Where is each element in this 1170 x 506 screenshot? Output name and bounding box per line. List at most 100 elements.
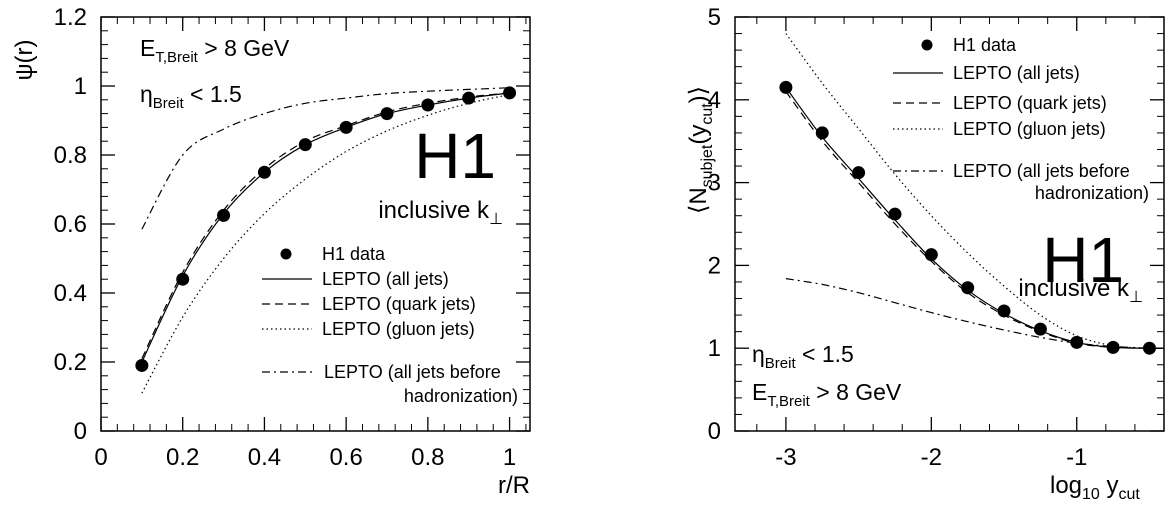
x-tick-label: 0.4 [248,444,281,471]
legend-marker-data [280,248,292,260]
legend-label-data: H1 data [322,244,386,264]
cut-eta-label: ηBreit < 1.5 [140,81,242,112]
y-tick-label: 0 [74,418,87,445]
cut-et-rest: > 8 GeV [810,379,902,405]
data-point [888,207,902,221]
y-label-sub: subjet [699,144,716,187]
legend: H1 data LEPTO (all jets) LEPTO (quark je… [893,35,1149,203]
cut-et-main: E [752,379,767,405]
x-tick-label: 0.6 [329,444,362,471]
data-point [339,120,353,134]
x-tick-label: 0.2 [166,444,199,471]
data-point [961,281,975,295]
data-point [997,304,1011,318]
data-point [176,272,190,286]
series-line-dashdot [141,87,510,230]
series-line-dashed [141,92,510,359]
legend-label-data: H1 data [953,35,1017,55]
x-axis-label: log10 ycut [1050,472,1140,503]
legend-label-gluon: LEPTO (gluon jets) [953,119,1106,139]
tick-group: -3 -2 -1 0 1 2 3 4 5 [708,4,1165,471]
curve-group [141,87,510,394]
x-label-sub2: cut [1119,486,1141,503]
x-tick-label: 0.8 [411,444,444,471]
cut-eta-main: η [140,81,153,107]
y-tick-label: 0.8 [54,142,87,169]
algorithm-main: inclusive k [378,197,490,224]
y-tick-label: 1.2 [54,4,87,31]
data-point [217,208,231,222]
legend-label-all: LEPTO (all jets) [322,269,449,289]
data-point [1033,322,1047,336]
data-point [462,91,476,105]
x-tick-label: -3 [775,444,796,471]
data-point [135,358,149,372]
experiment-label: H1 [414,120,496,192]
y-tick-label: 5 [708,4,721,31]
experiment-label: H1 [1042,224,1124,296]
x-tick-label: 0 [94,444,107,471]
y-tick-label: 0.4 [54,280,87,307]
y-axis-label: ⟨Nsubjet(ycut)⟩ [685,86,716,214]
legend-label-before-2: hadronization) [1035,183,1149,203]
data-point [298,138,312,152]
cut-et-sub: T,Breit [155,49,198,66]
cut-et-sub: T,Breit [767,393,810,410]
y-tick-label: 4 [708,87,721,114]
data-point [1142,341,1156,355]
x-tick-label: 1 [503,444,516,471]
data-point [380,107,394,121]
data-point [503,86,517,100]
data-point [1070,335,1084,349]
y-label-main: ⟨N [685,187,712,214]
series-line-solid [141,92,510,363]
x-tick-label: -1 [1066,444,1087,471]
algorithm-main: inclusive k [1018,275,1130,302]
data-point [1106,340,1120,354]
legend-label-before-1: LEPTO (all jets before [324,362,501,382]
data-point [924,248,938,262]
y-label-rest: (y [685,125,712,145]
plot-frame [734,16,1165,432]
cut-et-label: ET,Breit > 8 GeV [752,379,902,410]
cut-eta-sub: Breit [153,95,185,112]
cut-eta-rest: < 1.5 [796,341,854,367]
algorithm-sub: ⊥ [1129,289,1143,306]
psi-panel: 0 0.2 0.4 0.6 0.8 1 0 0.2 0.4 0.6 0.8 1 1.2 ψ(r) r/R… [11,4,531,499]
y-axis-label: ψ(r) [11,39,38,80]
cut-eta-main: η [752,341,765,367]
legend-label-quark: LEPTO (quark jets) [953,93,1107,113]
marker-group [779,80,1156,355]
x-axis-label: r/R [498,472,530,499]
data-point [421,98,435,112]
data-point [257,165,271,179]
cut-et-label: ET,Breit > 8 GeV [140,35,290,66]
cut-eta-sub: Breit [765,355,797,372]
y-tick-label: 2 [708,252,721,279]
legend-label-all: LEPTO (all jets) [953,63,1080,83]
algorithm-sub: ⊥ [489,211,503,228]
y-tick-label: 1 [708,335,721,362]
legend-label-quark: LEPTO (quark jets) [322,294,476,314]
y-tick-label: 1 [74,73,87,100]
legend: H1 data LEPTO (all jets) LEPTO (quark je… [262,244,518,406]
y-tick-label: 3 [708,170,721,197]
legend-label-before-2: hadronization) [404,386,518,406]
tick-group: 0 0.2 0.4 0.6 0.8 1 0 0.2 0.4 0.6 0.8 1 1.2 [54,4,530,471]
legend-label-gluon: LEPTO (gluon jets) [322,319,475,339]
marker-group [135,86,517,372]
x-label-sub: 10 [1082,486,1100,503]
cut-eta-label: ηBreit < 1.5 [752,341,854,372]
cut-eta-rest: < 1.5 [184,81,242,107]
algorithm-label: inclusive k⊥ [378,197,503,228]
legend-marker-data [921,39,933,51]
y-label-end: )⟩ [685,86,712,103]
x-label-rest: y [1100,472,1119,499]
y-tick-label: 0 [708,418,721,445]
legend-label-before-1: LEPTO (all jets before [953,161,1130,181]
algorithm-label: inclusive k⊥ [1018,275,1143,306]
y-tick-label: 0.2 [54,349,87,376]
y-label-sub2: cut [699,103,716,125]
